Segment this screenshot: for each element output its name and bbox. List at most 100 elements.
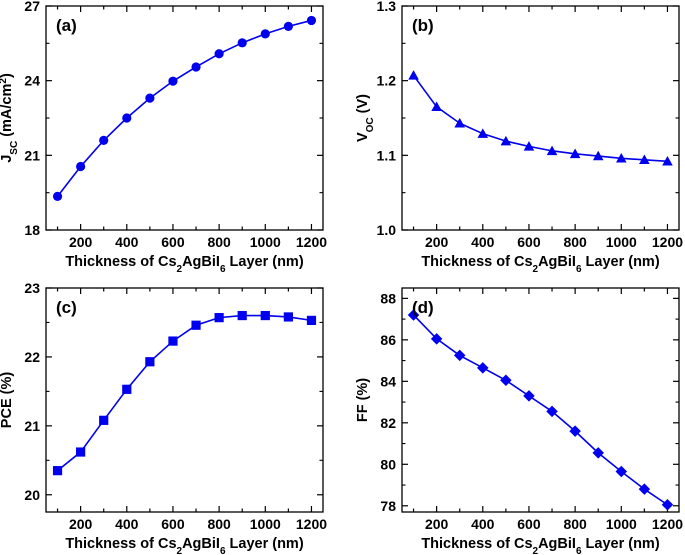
y-tick-label: 86: [380, 332, 396, 348]
data-point: [191, 320, 201, 330]
data-point: [523, 390, 535, 402]
x-axis-label: Thickness of Cs2AgBiI6 Layer (nm): [421, 536, 660, 555]
x-tick-label: 1000: [250, 516, 281, 532]
y-axis-label: PCE (%): [0, 372, 15, 429]
y-axis-label: VOC (V): [355, 94, 376, 142]
data-point: [306, 15, 317, 26]
x-tick-label: 600: [161, 516, 185, 532]
x-tick-label: 1200: [296, 234, 327, 250]
y-tick-label: 1.1: [377, 147, 397, 163]
x-tick-label: 1200: [652, 516, 683, 532]
data-point: [546, 145, 558, 156]
panel-label: (a): [56, 16, 77, 35]
data-point: [569, 148, 581, 159]
data-point: [616, 153, 627, 163]
data-point: [99, 415, 109, 425]
x-tick-label: 800: [207, 234, 231, 250]
y-tick-label: 21: [24, 147, 40, 163]
y-tick-label: 84: [380, 373, 396, 389]
y-tick-label: 1.2: [377, 73, 397, 89]
data-point: [408, 70, 419, 80]
data-point: [76, 447, 86, 457]
x-tick-label: 400: [471, 234, 495, 250]
plot-frame: [45, 5, 324, 231]
data-point: [569, 425, 581, 437]
data-point: [122, 384, 132, 394]
x-tick-label: 200: [69, 516, 93, 532]
x-axis-label: Thickness of Cs2AgBiI6 Layer (nm): [421, 254, 660, 275]
x-axis-label: Thickness of Cs2AgBiI6 Layer (nm): [65, 536, 304, 555]
x-tick-label: 1200: [296, 516, 327, 532]
y-tick-label: 21: [24, 418, 40, 434]
data-point: [407, 309, 420, 321]
data-point: [523, 141, 535, 151]
data-point: [191, 62, 201, 72]
y-axis-label: FF (%): [355, 378, 371, 422]
x-tick-label: 600: [161, 234, 185, 250]
y-tick-label: 20: [24, 487, 40, 503]
x-axis-label: Thickness of Cs2AgBiI6 Layer (nm): [65, 254, 304, 275]
chart-panel-c: 200 400 600 800 1000 1200 20 21 22 23 (c) Thickness…: [0, 280, 327, 555]
data-point: [168, 336, 178, 346]
y-tick-label: 27: [24, 0, 40, 14]
data-point: [431, 101, 442, 112]
x-tick-label: 200: [425, 234, 449, 250]
data-point: [283, 21, 293, 32]
data-point: [214, 49, 224, 59]
data-point: [260, 310, 270, 321]
y-tick-label: 22: [24, 349, 40, 365]
data-point: [145, 357, 155, 367]
x-tick-label: 400: [115, 516, 139, 532]
y-tick-label: 23: [24, 280, 40, 296]
y-tick-label: 78: [380, 498, 396, 514]
data-point: [592, 150, 604, 161]
x-tick-label: 400: [471, 516, 495, 532]
data-point: [52, 466, 63, 476]
x-tick-label: 1200: [652, 234, 683, 250]
y-tick-label: 82: [380, 415, 396, 431]
data-point: [639, 154, 650, 165]
panel-label: (d): [412, 298, 434, 317]
x-tick-label: 1000: [606, 516, 637, 532]
data-point: [145, 93, 155, 103]
data-point: [283, 312, 293, 322]
data-point: [615, 465, 628, 478]
data-point: [214, 313, 224, 323]
y-tick-label: 1.3: [377, 0, 397, 14]
y-tick-label: 18: [24, 222, 40, 238]
x-tick-label: 800: [563, 516, 587, 532]
data-point: [237, 310, 247, 321]
panel-label: (c): [56, 298, 77, 317]
plot-frame: [401, 5, 680, 231]
data-point: [662, 156, 673, 166]
data-point: [52, 191, 63, 201]
x-tick-label: 200: [69, 234, 93, 250]
x-tick-label: 800: [563, 234, 587, 250]
series-line: [57, 314, 312, 472]
x-tick-label: 600: [517, 516, 541, 532]
x-tick-label: 1000: [606, 234, 637, 250]
data-point: [237, 38, 247, 48]
data-point: [306, 315, 317, 325]
panel-label: (b): [412, 16, 434, 35]
data-point: [99, 135, 109, 145]
data-point: [454, 117, 465, 128]
y-axis-label: JSC (mA/cm2): [0, 73, 20, 163]
data-point: [260, 29, 270, 39]
data-point: [76, 161, 86, 172]
y-tick-label: 80: [380, 456, 396, 472]
x-tick-label: 800: [207, 516, 231, 532]
chart-panel-d: 200 400 600 800 1000 1200 78 80 82 84 86 88 (d) Thick…: [355, 287, 683, 555]
data-point: [477, 362, 489, 374]
x-tick-label: 1000: [250, 234, 281, 250]
series-line: [56, 19, 312, 197]
x-tick-label: 400: [115, 234, 139, 250]
x-tick-label: 200: [425, 516, 449, 532]
data-point: [453, 349, 466, 362]
x-tick-label: 600: [517, 234, 541, 250]
data-point: [592, 447, 604, 459]
data-point: [500, 374, 512, 387]
data-point: [122, 113, 132, 123]
data-point: [661, 498, 674, 511]
